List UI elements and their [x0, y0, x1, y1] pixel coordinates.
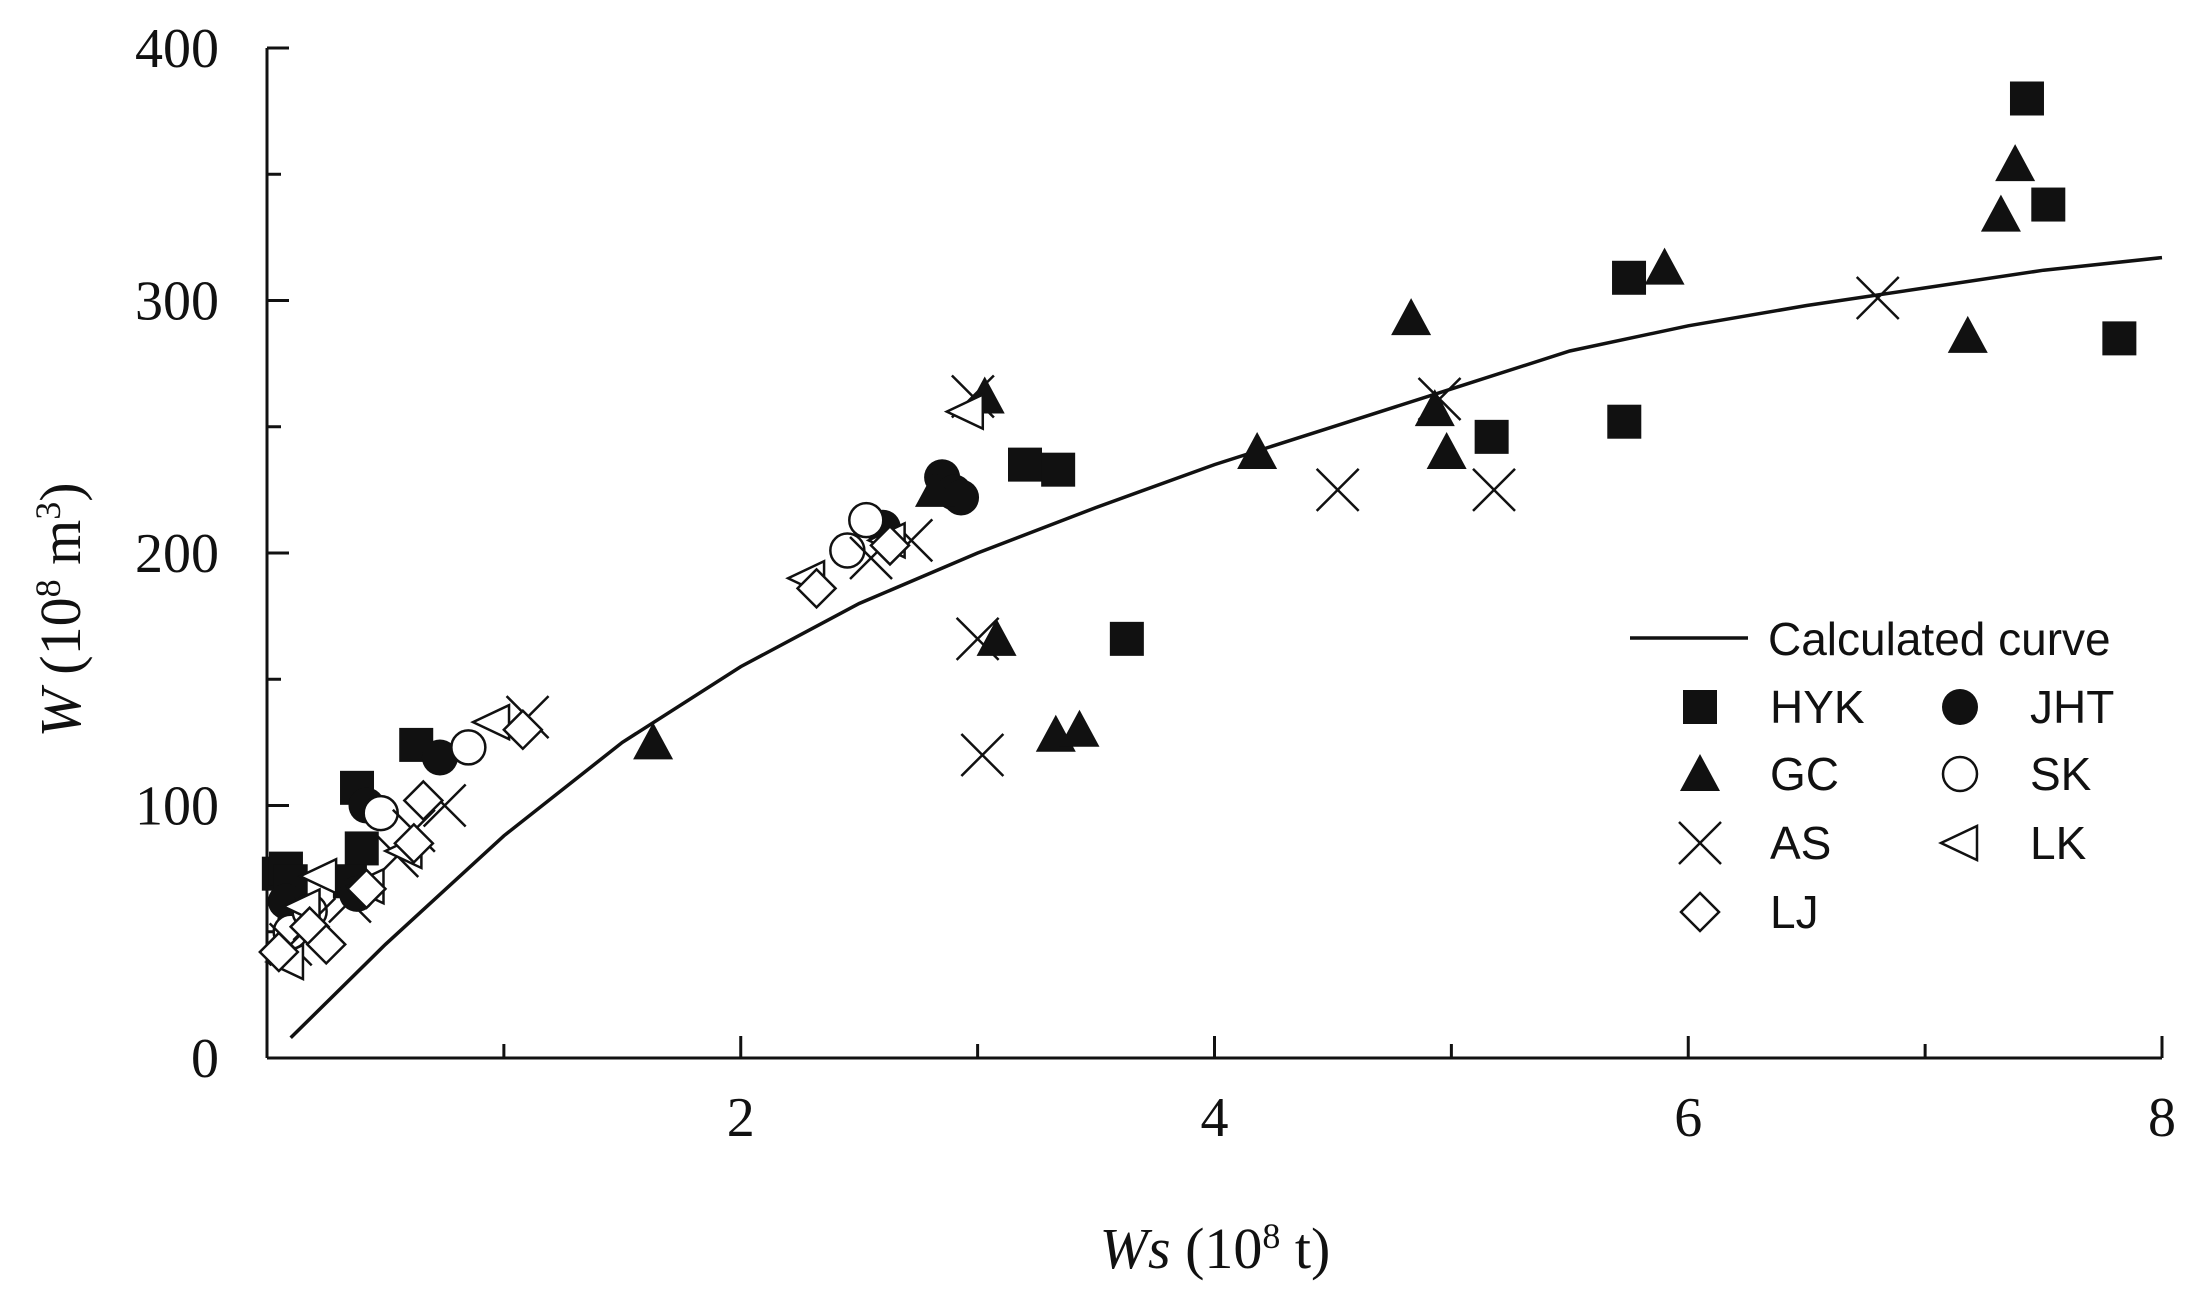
data-point-sk	[362, 794, 399, 832]
cross-stroke	[960, 733, 1005, 777]
data-point-gc	[1414, 389, 1455, 427]
legend-label-sk: SK	[2030, 748, 2092, 800]
legend: Calculated curve HYK JHT GC SK AS LK LJ	[1630, 613, 2114, 938]
x-tick-label: 2	[727, 1087, 755, 1149]
y-tick-label: 0	[191, 1028, 219, 1090]
legend-marker-hyk	[1683, 690, 1717, 724]
data-point-lj	[345, 868, 388, 910]
data-point-gc	[1237, 432, 1278, 469]
data-point-hyk	[1008, 447, 1042, 482]
legend-marker-jht	[1942, 689, 1978, 725]
data-point-gc	[1947, 315, 1988, 353]
legend-marker-as	[1678, 821, 1722, 865]
data-point-lk	[470, 703, 511, 742]
legend-marker-sk	[1941, 755, 1979, 793]
data-point-gc	[633, 722, 674, 760]
data-point-hyk	[344, 831, 379, 866]
data-point-sk	[450, 729, 487, 766]
data-point-lj	[795, 567, 838, 610]
data-point-hyk	[1474, 419, 1509, 454]
series-hyk	[261, 81, 2137, 899]
legend-label-hyk: HYK	[1770, 681, 1865, 733]
data-point-as	[1472, 467, 1516, 512]
data-point-as	[1855, 276, 1900, 320]
data-point-gc	[914, 469, 955, 507]
cross-stroke	[1417, 377, 1462, 421]
data-point-hyk	[2102, 321, 2137, 356]
data-point-lj	[258, 931, 300, 973]
legend-label-jht: JHT	[2030, 681, 2114, 733]
data-point-gc	[1059, 709, 1100, 747]
data-point-lk	[297, 857, 338, 896]
data-point-lj	[502, 708, 544, 751]
calculated-curve	[289, 255, 2163, 1040]
data-point-gc	[976, 618, 1017, 656]
series-gc	[633, 144, 2036, 760]
legend-marker-gc	[1680, 754, 1720, 791]
cross-stroke	[1855, 276, 1900, 320]
cross-stroke	[955, 616, 1000, 661]
cross-stroke	[422, 783, 467, 828]
legend-label-lj: LJ	[1770, 886, 1819, 938]
data-point-hyk	[2009, 81, 2044, 116]
data-point-as	[955, 616, 1000, 661]
legend-marker-lk	[1938, 824, 1979, 862]
data-point-lj	[869, 524, 911, 567]
data-point-hyk	[1041, 452, 1076, 487]
x-tick-label: 8	[2148, 1087, 2176, 1149]
data-point-hyk	[1109, 621, 1144, 656]
curve-layer	[289, 255, 2163, 1040]
data-point-lj	[402, 779, 445, 822]
data-point-sk	[848, 501, 885, 539]
data-point-jht	[421, 739, 458, 776]
data-point-gc	[1426, 432, 1467, 469]
x-axis-label: Ws (108 t)	[1100, 1216, 1331, 1281]
data-point-gc	[1644, 247, 1685, 285]
data-point-as	[1315, 467, 1360, 512]
data-point-gc	[1995, 144, 2036, 182]
y-tick-label: 100	[135, 776, 219, 838]
points-layer	[258, 81, 2137, 982]
data-point-as	[1417, 377, 1462, 421]
legend-label-as: AS	[1770, 817, 1831, 869]
data-point-sk	[829, 532, 866, 569]
cross-stroke	[1678, 821, 1722, 865]
data-point-gc	[1980, 194, 2021, 232]
y-tick-label: 300	[135, 271, 219, 333]
y-axis-label: W (108 m3)	[28, 482, 93, 737]
axes: 2 4 6 8 0 100 200 300 400	[135, 18, 2176, 1149]
data-point-lk	[943, 392, 985, 431]
data-point-lj	[305, 923, 347, 966]
cross-stroke	[1472, 467, 1516, 512]
x-tick-label: 6	[1674, 1087, 1702, 1149]
y-tick-label: 200	[135, 523, 219, 585]
legend-label-gc: GC	[1770, 748, 1839, 800]
data-point-hyk	[1607, 404, 1642, 439]
x-tick-label: 4	[1201, 1087, 1229, 1149]
legend-marker-lj	[1679, 891, 1721, 933]
y-tick-label: 400	[135, 18, 219, 80]
series-lj	[258, 524, 911, 973]
data-point-as	[960, 733, 1005, 777]
cross-stroke	[1315, 467, 1360, 512]
data-point-gc	[1391, 298, 1432, 336]
series-as	[268, 276, 1900, 967]
legend-curve-label: Calculated curve	[1768, 613, 2111, 665]
legend-label-lk: LK	[2030, 817, 2087, 869]
data-point-lj	[393, 822, 435, 865]
data-point-hyk	[1612, 260, 1647, 295]
data-point-hyk	[2031, 187, 2066, 222]
